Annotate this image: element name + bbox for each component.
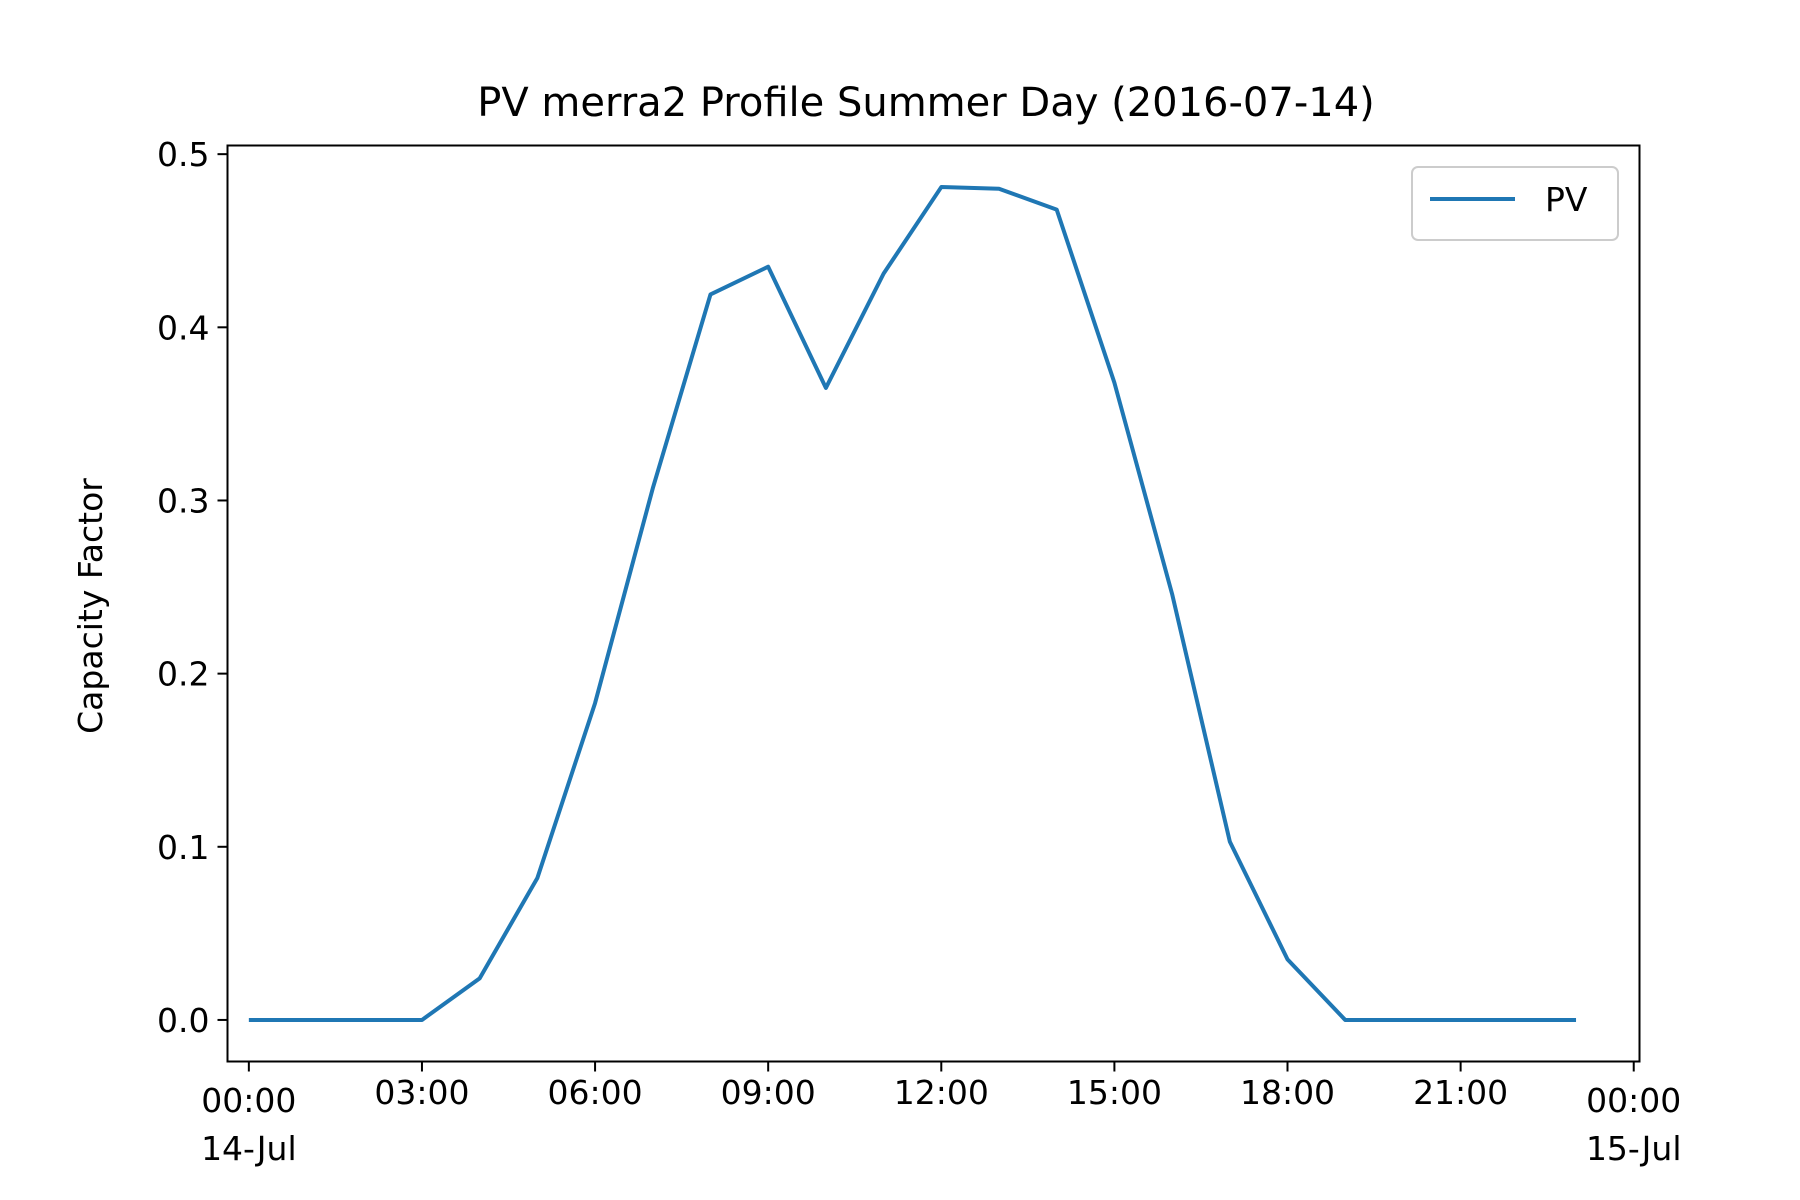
x-tick-label: 06:00 xyxy=(548,1073,643,1112)
y-tick-label: 0.4 xyxy=(157,308,209,347)
y-tick-label: 0.1 xyxy=(157,828,209,867)
chart-title: PV merra2 Profile Summer Day (2016-07-14… xyxy=(477,80,1375,126)
series-line-pv xyxy=(248,185,1577,1022)
x-tick-label-date: 14-Jul xyxy=(201,1129,297,1168)
y-axis-ticks: 0.0 0.1 0.2 0.3 0.4 0.5 xyxy=(157,135,228,1040)
y-tick-label: 0.0 xyxy=(157,1001,209,1040)
x-tick-label: 00:00 xyxy=(1586,1081,1681,1120)
y-axis-label: Capacity Factor xyxy=(71,478,110,734)
y-tick-label: 0.5 xyxy=(157,135,209,174)
x-tick-label-date: 15-Jul xyxy=(1586,1129,1682,1168)
x-axis-ticks: 00:00 14-Jul 03:00 06:00 09:00 12:00 15:00 18:0… xyxy=(201,1061,1682,1168)
x-tick-label: 12:00 xyxy=(894,1073,989,1112)
x-tick-label: 09:00 xyxy=(721,1073,816,1112)
x-tick-label: 18:00 xyxy=(1240,1073,1335,1112)
legend: PV xyxy=(1411,166,1619,241)
series-layer xyxy=(248,185,1577,1022)
x-tick-label: 21:00 xyxy=(1413,1073,1508,1112)
x-tick-label: 00:00 xyxy=(201,1081,296,1120)
plot-frame xyxy=(226,144,1641,1063)
legend-label-pv: PV xyxy=(1545,180,1588,219)
y-tick-label: 0.2 xyxy=(157,655,209,694)
x-tick-label: 15:00 xyxy=(1067,1073,1162,1112)
legend-box xyxy=(1411,166,1619,241)
y-tick-label: 0.3 xyxy=(157,481,209,520)
x-tick-label: 03:00 xyxy=(374,1073,469,1112)
